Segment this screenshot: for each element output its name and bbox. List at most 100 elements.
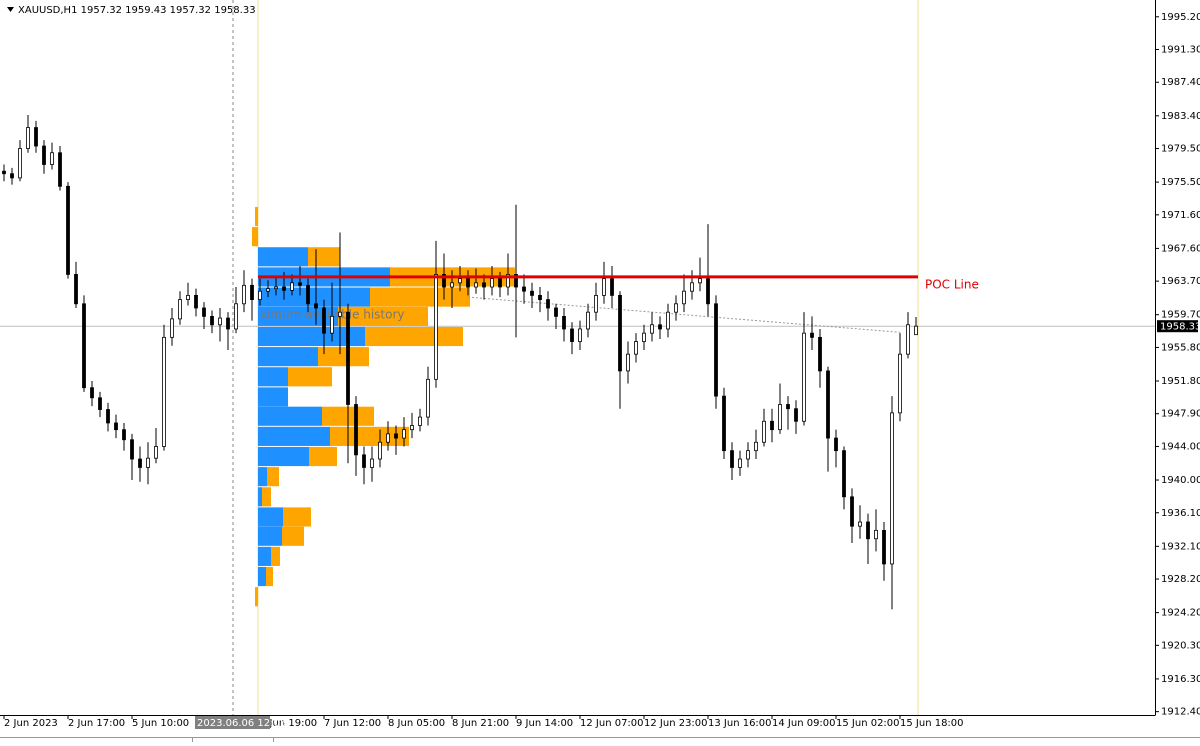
candle-body (666, 311, 670, 330)
candle-body (458, 278, 462, 284)
candle-body (378, 441, 382, 460)
profile-buy-bar (258, 507, 283, 527)
y-tick-label: 1963.70 (1161, 276, 1200, 287)
profile-sell-bar (267, 467, 279, 487)
y-tick-label: 1940.00 (1161, 475, 1200, 486)
current-price-box (1157, 320, 1198, 333)
candle-body (658, 324, 662, 330)
x-tick-label: 15 Jun 18:00 (900, 718, 964, 729)
candle-body (362, 454, 366, 468)
candle-body (178, 299, 182, 320)
candle-body (10, 173, 14, 179)
candle-body (802, 332, 806, 422)
profile-buy-bar (258, 446, 309, 467)
candle-body (826, 370, 830, 439)
candle-body (218, 317, 222, 326)
candle-body (578, 328, 582, 342)
y-tick-label: 1947.90 (1161, 409, 1200, 420)
candle-body (90, 387, 94, 399)
candle-body (50, 152, 54, 165)
candle-body (506, 274, 510, 288)
candle-body (34, 127, 38, 147)
candle-body (434, 274, 438, 380)
candle-body (794, 408, 798, 422)
candle-body (762, 420, 766, 443)
candle-body (554, 307, 558, 317)
candle-body (770, 420, 774, 431)
candle-body (98, 397, 102, 410)
candle-body (714, 303, 718, 397)
menu-arrow[interactable] (7, 7, 14, 12)
candle-body (474, 282, 478, 288)
profile-sell-bar (255, 206, 258, 227)
candle-body (258, 290, 262, 300)
candle-body (818, 336, 822, 372)
profile-buy-bar (258, 367, 288, 387)
candle-body (442, 274, 446, 288)
candle-body (146, 457, 150, 468)
candle-body (610, 278, 614, 296)
x-tick-label: 6 Jun 19:00 (260, 718, 317, 729)
candle-body (522, 286, 526, 292)
candle-body (450, 282, 454, 288)
candle-body (314, 303, 318, 309)
profile-buy-bar (258, 247, 308, 267)
candle-body (858, 521, 862, 527)
candle-body (914, 325, 918, 336)
profile-buy-bar (258, 487, 262, 507)
candle-body (562, 315, 566, 330)
candle-body (106, 409, 110, 424)
candle-body (570, 328, 574, 342)
candle-body (370, 458, 374, 468)
profile-sell-bar (282, 526, 304, 546)
candle-body (226, 317, 230, 330)
candle-body (674, 303, 678, 313)
candle-body (410, 425, 414, 431)
profile-sell-bar (309, 446, 337, 467)
y-tick-label: 1944.00 (1161, 441, 1200, 452)
y-tick-label: 1924.20 (1161, 608, 1200, 619)
candle-body (690, 282, 694, 292)
profile-sell-bar (338, 306, 428, 326)
candle-body (386, 433, 390, 443)
candle-body (290, 282, 294, 291)
candle-body (66, 185, 70, 275)
candle-body (82, 303, 86, 389)
x-tick-label: 2 Jun 2023 (4, 718, 58, 729)
chart-title: XAUUSD,H1 1957.32 1959.43 1957.32 1958.3… (18, 5, 256, 16)
candle-body (842, 450, 846, 498)
y-tick-label: 1967.60 (1161, 243, 1200, 254)
profile-sell-bar (262, 487, 271, 507)
y-tick-label: 1979.50 (1161, 144, 1200, 155)
candle-body (330, 315, 334, 334)
x-tick-label: 5 Jun 10:00 (132, 718, 189, 729)
x-tick-label: 2 Jun 17:00 (68, 718, 125, 729)
candle-body (850, 496, 854, 527)
y-tick-label: 1936.10 (1161, 508, 1200, 519)
y-tick-label: 1995.20 (1161, 12, 1200, 23)
candle-body (298, 282, 302, 286)
candle-body (618, 294, 622, 372)
candle-body (58, 152, 62, 187)
candle-body (210, 315, 214, 326)
candle-body (586, 311, 590, 330)
candle-body (754, 441, 758, 452)
candle-body (642, 332, 646, 342)
candle-body (722, 395, 726, 452)
candle-body (306, 284, 310, 305)
profile-sell-bar (255, 587, 258, 607)
candle-body (418, 416, 422, 426)
y-tick-label: 1916.30 (1161, 674, 1200, 685)
candle-body (738, 458, 742, 468)
candle-body (538, 294, 542, 300)
candle-body (346, 311, 350, 405)
candle-body (186, 294, 190, 300)
candle-body (906, 324, 910, 355)
profile-buy-bar (258, 566, 266, 587)
candle-body (274, 286, 278, 290)
poc-label: POC Line (925, 277, 979, 291)
profile-buy-bar (258, 546, 271, 566)
candle-body (594, 294, 598, 313)
candle-body (466, 278, 470, 288)
